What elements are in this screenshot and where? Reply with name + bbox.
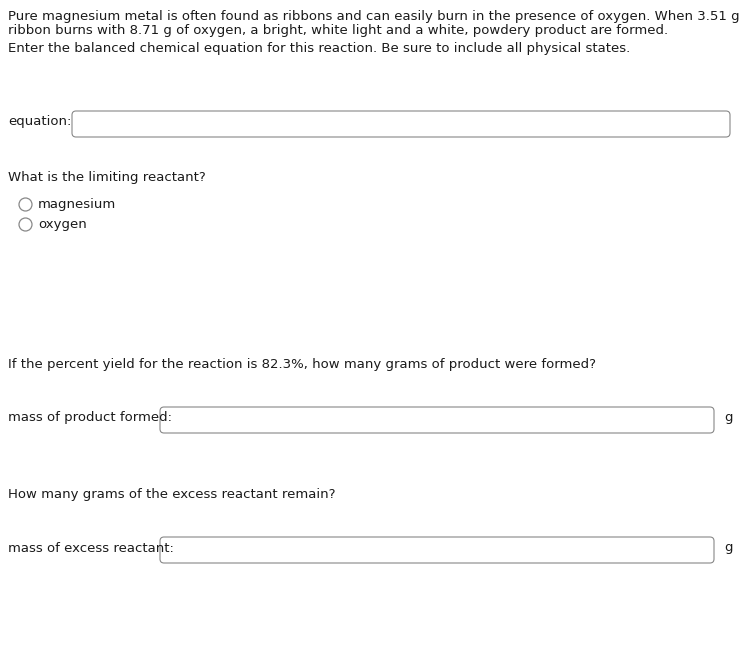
Text: g: g [724,542,733,554]
Text: g: g [724,411,733,424]
FancyBboxPatch shape [72,111,730,137]
Text: Enter the balanced chemical equation for this reaction. Be sure to include all p: Enter the balanced chemical equation for… [8,42,630,55]
Text: mass of product formed:: mass of product formed: [8,411,172,424]
Text: Pure magnesium metal is often found as ribbons and can easily burn in the presen: Pure magnesium metal is often found as r… [8,10,744,23]
Text: How many grams of the excess reactant remain?: How many grams of the excess reactant re… [8,488,336,501]
Circle shape [19,218,32,231]
FancyBboxPatch shape [160,537,714,563]
Text: What is the limiting reactant?: What is the limiting reactant? [8,171,206,184]
Circle shape [19,198,32,211]
Text: ribbon burns with 8.71 g of oxygen, a bright, white light and a white, powdery p: ribbon burns with 8.71 g of oxygen, a br… [8,24,668,37]
Text: mass of excess reactant:: mass of excess reactant: [8,542,174,554]
Text: oxygen: oxygen [38,218,87,231]
FancyBboxPatch shape [160,407,714,433]
Text: magnesium: magnesium [38,198,116,211]
Text: equation:: equation: [8,115,71,128]
Text: If the percent yield for the reaction is 82.3%, how many grams of product were f: If the percent yield for the reaction is… [8,358,596,371]
